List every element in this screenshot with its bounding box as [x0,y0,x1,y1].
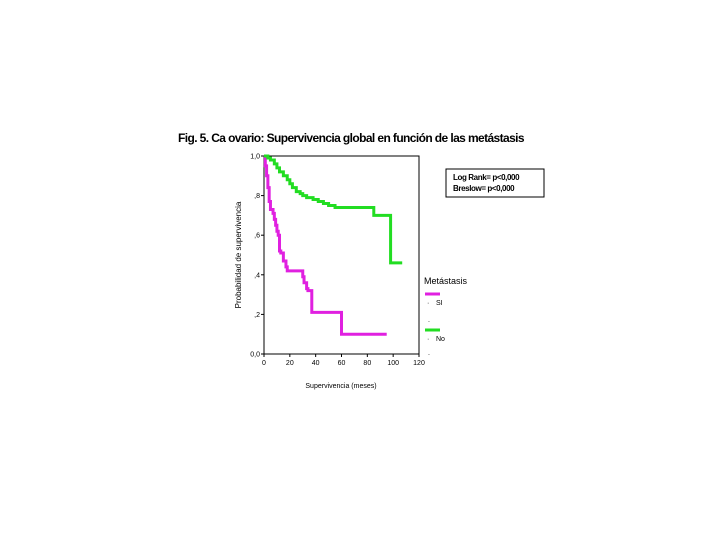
x-tick-label: 100 [387,360,399,367]
y-tick-label: ,4 [254,272,260,279]
figure-title: Fig. 5. Ca ovario: Supervivencia global … [178,131,525,145]
y-axis-title: Probabilidad de supervivencia [234,201,243,308]
y-tick-label: ,2 [254,312,260,319]
x-tick-label: 40 [312,360,320,367]
legend-dot: . [428,317,430,324]
legend-dot: · [427,300,429,307]
legend: Metástasis · SI . · No . [424,276,468,357]
survival-line-no [264,154,403,265]
stats-line-breslow: Breslow= p<0,000 [453,184,515,193]
x-tick-label: 80 [363,360,371,367]
survival-line-si [263,154,387,336]
x-tick-label: 60 [338,360,346,367]
x-axis-title: Supervivencia (meses) [305,383,376,390]
legend-label-si: SI [436,300,443,307]
y-tick-label: ,6 [254,233,260,240]
y-tick-label: 1,0 [250,154,260,161]
y-axis-ticks: 0,0 ,2 ,4 ,6 ,8 1,0 [250,154,264,359]
x-tick-label: 0 [262,360,266,367]
x-axis-ticks: 0 20 40 60 80 100 120 [262,354,425,367]
stats-box [445,168,545,198]
x-tick-label: 120 [413,360,425,367]
stats-annotation: Log Rank= p<0,000 Breslow= p<0,000 [445,168,545,198]
legend-label-no: No [436,336,445,343]
y-tick-label: ,8 [254,193,260,200]
x-tick-label: 20 [286,360,294,367]
legend-title: Metástasis [424,276,468,286]
stats-line-logrank: Log Rank= p<0,000 [453,173,520,182]
y-tick-label: 0,0 [250,352,260,359]
legend-dot: . [428,350,430,357]
series-layer [263,154,403,336]
legend-dot: · [427,336,429,343]
